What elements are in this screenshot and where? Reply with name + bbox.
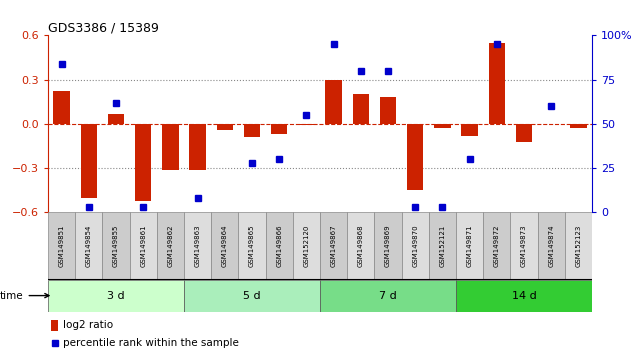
Text: GSM149872: GSM149872 [494, 225, 500, 267]
Bar [320, 212, 348, 280]
Text: GSM149863: GSM149863 [195, 225, 200, 267]
Bar [565, 212, 592, 280]
Bar [48, 212, 76, 280]
Bar [380, 97, 396, 124]
Text: GSM149869: GSM149869 [385, 225, 391, 267]
Bar [189, 124, 206, 170]
Text: GSM149851: GSM149851 [59, 225, 65, 267]
Text: GSM149873: GSM149873 [521, 225, 527, 267]
Bar [163, 124, 179, 170]
Bar [516, 124, 532, 142]
Text: 3 d: 3 d [107, 291, 125, 301]
Bar [81, 124, 97, 198]
Bar [320, 280, 456, 312]
Text: GSM149870: GSM149870 [412, 225, 418, 267]
Text: GDS3386 / 15389: GDS3386 / 15389 [48, 21, 159, 34]
Bar [184, 280, 320, 312]
Text: GSM152120: GSM152120 [303, 225, 309, 267]
Bar [353, 95, 369, 124]
Bar [51, 320, 58, 331]
Text: GSM152123: GSM152123 [575, 225, 581, 267]
Bar [211, 212, 239, 280]
Bar [456, 212, 483, 280]
Bar [102, 212, 130, 280]
Bar [293, 212, 320, 280]
Text: GSM149866: GSM149866 [276, 225, 282, 267]
Bar [135, 124, 152, 201]
Bar [266, 212, 293, 280]
Text: 14 d: 14 d [511, 291, 536, 301]
Bar [217, 124, 233, 130]
Text: time: time [0, 291, 49, 301]
Bar [489, 43, 505, 124]
Text: GSM149874: GSM149874 [548, 225, 554, 267]
Bar [402, 212, 429, 280]
Bar [435, 124, 451, 128]
Text: GSM152121: GSM152121 [440, 225, 445, 267]
Text: GSM149864: GSM149864 [222, 225, 228, 267]
Bar [184, 212, 211, 280]
Bar [298, 124, 315, 125]
Bar [538, 212, 565, 280]
Text: GSM149854: GSM149854 [86, 225, 92, 267]
Bar [239, 212, 266, 280]
Bar [76, 212, 102, 280]
Bar [374, 212, 402, 280]
Text: GSM149865: GSM149865 [249, 225, 255, 267]
Bar [483, 212, 511, 280]
Text: 7 d: 7 d [379, 291, 397, 301]
Bar [108, 114, 124, 124]
Bar [407, 124, 424, 190]
Bar [456, 280, 592, 312]
Bar [429, 212, 456, 280]
Text: GSM149861: GSM149861 [140, 225, 146, 267]
Bar [157, 212, 184, 280]
Bar [48, 280, 184, 312]
Bar [461, 124, 478, 136]
Bar [570, 124, 587, 128]
Bar [129, 212, 157, 280]
Text: 5 d: 5 d [243, 291, 261, 301]
Bar [326, 80, 342, 124]
Bar [511, 212, 538, 280]
Text: GSM149871: GSM149871 [467, 225, 472, 267]
Text: GSM149867: GSM149867 [331, 225, 337, 267]
Bar [271, 124, 287, 134]
Bar [54, 91, 70, 124]
Text: GSM149862: GSM149862 [168, 225, 173, 267]
Text: log2 ratio: log2 ratio [63, 320, 113, 330]
Text: percentile rank within the sample: percentile rank within the sample [63, 338, 239, 348]
Bar [348, 212, 374, 280]
Text: GSM149855: GSM149855 [113, 225, 119, 267]
Bar [244, 124, 260, 137]
Text: GSM149868: GSM149868 [358, 225, 364, 267]
